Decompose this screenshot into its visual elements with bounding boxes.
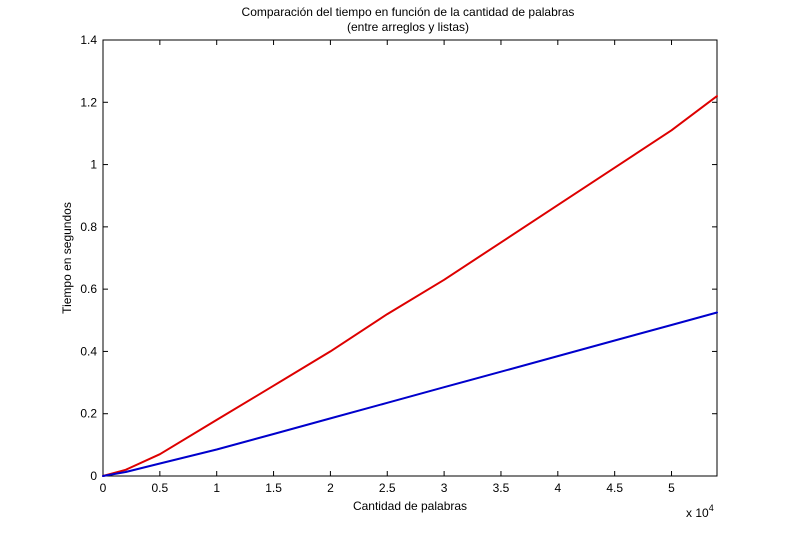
plot-area <box>102 39 718 477</box>
y-tick-label: 0.8 <box>80 220 97 234</box>
y-tick-label: 0 <box>90 469 97 483</box>
y-tick-label: 1 <box>90 158 97 172</box>
x-axis-label: Cantidad de palabras <box>353 499 467 513</box>
x-tick-label: 2.5 <box>379 481 396 495</box>
series-line-0 <box>102 95 718 477</box>
y-tick-label: 0.2 <box>80 407 97 421</box>
y-tick-label: 1.2 <box>80 95 97 109</box>
x-axis-exponent-power: 4 <box>709 503 714 513</box>
chart-subtitle: (entre arreglos y listas) <box>347 20 469 34</box>
y-axis-ticks: 0 0.2 0.4 0.6 0.8 1 1.2 1.4 <box>80 33 717 483</box>
x-tick-label: 3.5 <box>493 481 510 495</box>
y-tick-label: 1.4 <box>80 33 97 47</box>
x-tick-label: 0 <box>100 481 107 495</box>
x-tick-label: 4.5 <box>606 481 623 495</box>
series-lines <box>102 95 718 477</box>
x-axis-ticks: 0 0.5 1 1.5 2 2.5 3 3.5 4 4.5 5 <box>100 40 675 495</box>
x-tick-label: 1 <box>213 481 220 495</box>
x-tick-label: 4 <box>554 481 561 495</box>
x-tick-label: 3 <box>441 481 448 495</box>
x-tick-label: 0.5 <box>152 481 169 495</box>
x-tick-label: 1.5 <box>265 481 282 495</box>
x-axis-exponent-base: x 10 <box>686 506 709 520</box>
y-tick-label: 0.6 <box>80 282 97 296</box>
x-tick-label: 2 <box>327 481 334 495</box>
series-line-1 <box>102 311 718 477</box>
chart-title: Comparación del tiempo en función de la … <box>242 5 575 19</box>
y-axis-label: Tiempo en segundos <box>60 202 74 314</box>
y-tick-label: 0.4 <box>80 344 97 358</box>
x-axis-exponent: x 104 <box>686 503 714 520</box>
x-tick-label: 5 <box>668 481 675 495</box>
